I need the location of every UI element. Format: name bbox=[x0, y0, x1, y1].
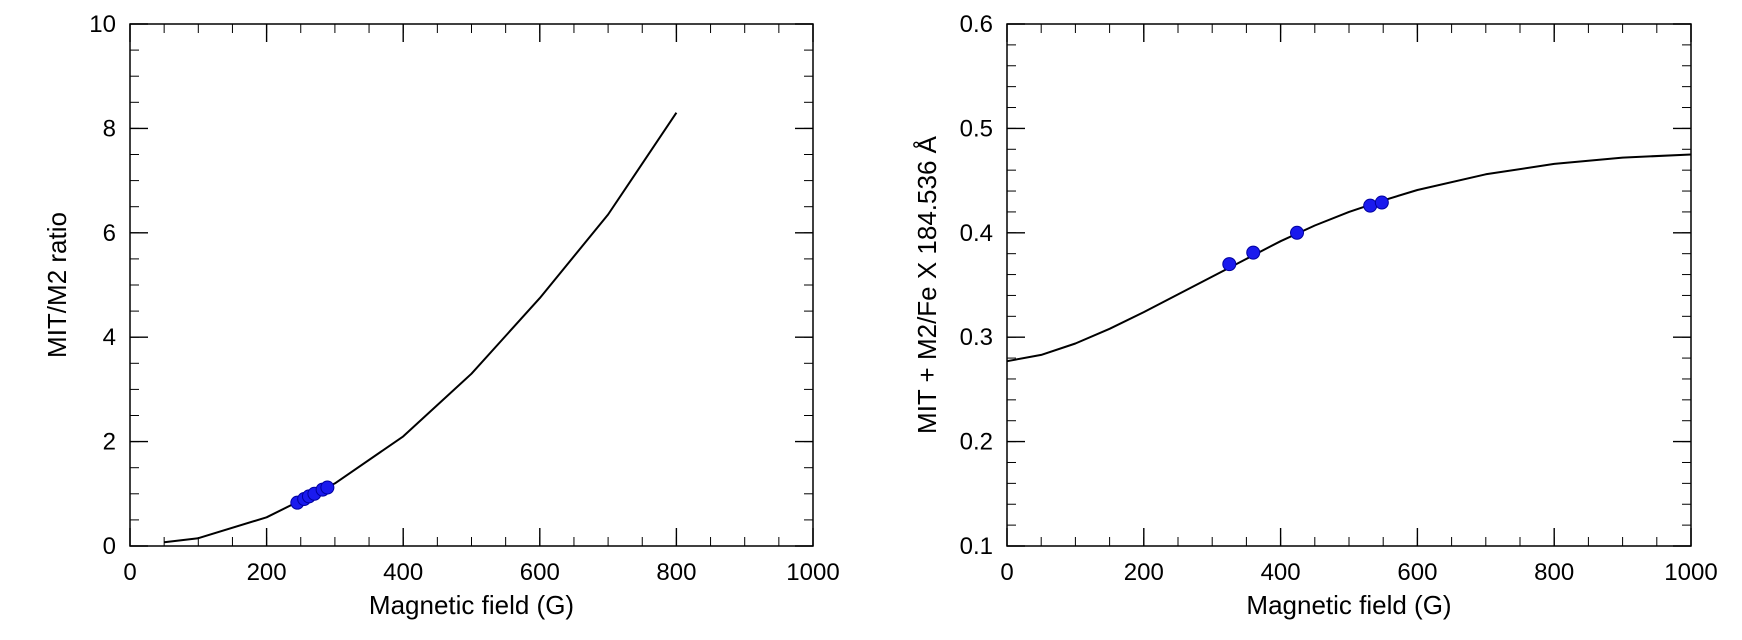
right-x-tick-label: 400 bbox=[1261, 559, 1301, 586]
left-chart-panel: 0 200 400 600 800 1000 0 2 4 6 8 10 Magnetic field … bbox=[42, 11, 840, 620]
right-series-curve bbox=[1006, 153, 1692, 363]
right-minor-ticks bbox=[1006, 23, 1692, 547]
right-data-point bbox=[1222, 257, 1237, 272]
left-y-tick-label: 0 bbox=[103, 533, 116, 560]
right-data-point bbox=[1246, 245, 1261, 260]
left-series-curve bbox=[164, 112, 678, 544]
right-data-point bbox=[1374, 195, 1389, 210]
right-plot-frame bbox=[1006, 23, 1692, 547]
left-tick-labels: 0 200 400 600 800 1000 0 2 4 6 8 10 bbox=[89, 11, 839, 586]
left-y-axis-title: MIT/M2 ratio bbox=[42, 212, 72, 358]
left-y-tick-label: 10 bbox=[89, 11, 116, 38]
right-y-tick-label: 0.3 bbox=[960, 324, 993, 351]
left-x-tick-label: 0 bbox=[123, 559, 136, 586]
right-y-tick-label: 0.4 bbox=[960, 220, 993, 247]
right-series-points bbox=[1222, 195, 1389, 272]
right-major-ticks bbox=[1006, 23, 1692, 547]
left-x-tick-label: 600 bbox=[520, 559, 560, 586]
left-minor-ticks bbox=[129, 23, 814, 547]
right-tick-labels: 0 200 400 600 800 1000 0.1 0.2 0.3 0.4 0.5 0.6 bbox=[960, 11, 1718, 586]
right-y-tick-label: 0.5 bbox=[960, 115, 993, 142]
left-data-point bbox=[320, 480, 335, 495]
left-y-tick-label: 4 bbox=[103, 324, 116, 351]
left-y-tick-label: 8 bbox=[103, 115, 116, 142]
right-y-tick-label: 0.1 bbox=[960, 533, 993, 560]
left-x-tick-label: 200 bbox=[247, 559, 287, 586]
left-x-tick-label: 1000 bbox=[786, 559, 839, 586]
right-data-point bbox=[1290, 225, 1305, 240]
left-y-tick-label: 6 bbox=[103, 220, 116, 247]
right-data-point bbox=[1363, 198, 1378, 213]
left-x-tick-label: 800 bbox=[656, 559, 696, 586]
left-model-curve bbox=[164, 112, 678, 544]
right-x-tick-label: 600 bbox=[1397, 559, 1437, 586]
right-x-axis-title: Magnetic field (G) bbox=[1246, 590, 1451, 620]
right-x-tick-label: 0 bbox=[1000, 559, 1013, 586]
right-y-tick-label: 0.2 bbox=[960, 429, 993, 456]
right-x-tick-label: 200 bbox=[1124, 559, 1164, 586]
right-x-tick-label: 1000 bbox=[1664, 559, 1717, 586]
left-series-points bbox=[290, 480, 335, 510]
right-chart-panel: 0 200 400 600 800 1000 0.1 0.2 0.3 0.4 0.5 0.6 Magn… bbox=[912, 11, 1718, 620]
left-major-ticks bbox=[129, 23, 814, 547]
right-x-tick-label: 800 bbox=[1534, 559, 1574, 586]
right-y-tick-label: 0.6 bbox=[960, 11, 993, 38]
right-model-curve bbox=[1006, 153, 1692, 363]
right-y-axis-title: MIT + M2/Fe X 184.536 Å bbox=[912, 135, 942, 434]
left-plot-frame bbox=[129, 23, 814, 547]
left-x-tick-label: 400 bbox=[383, 559, 423, 586]
left-x-axis-title: Magnetic field (G) bbox=[369, 590, 574, 620]
left-y-tick-label: 2 bbox=[103, 429, 116, 456]
